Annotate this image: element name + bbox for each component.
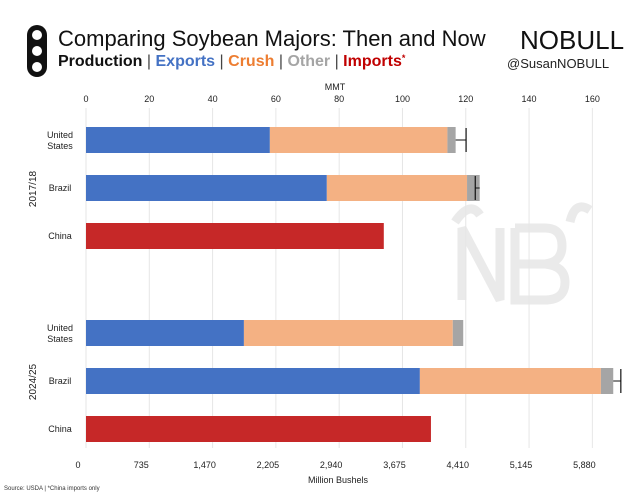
legend-separator: | (146, 53, 152, 70)
bottom-axis-title: Million Bushels (308, 475, 369, 485)
legend-separator: | (334, 53, 339, 70)
category-label: Brazil (49, 183, 72, 193)
other-bar (447, 127, 456, 153)
crush-bar (269, 127, 448, 153)
top-axis-tick-label: 60 (271, 94, 281, 104)
bottom-axis-tick-label: 5,145 (510, 460, 533, 470)
other-bar (467, 175, 480, 201)
top-axis-title: MMT (325, 82, 346, 92)
crush-bar (326, 175, 468, 201)
top-axis-tick-label: 80 (334, 94, 344, 104)
legend-exports: Exports (155, 53, 216, 70)
bottom-axis-tick-label: 5,880 (573, 460, 596, 470)
soybean-pod-icon (27, 25, 47, 77)
chart-title: Comparing Soybean Majors: Then and Now (58, 26, 486, 51)
other-bar (600, 368, 614, 394)
category-label: Brazil (49, 376, 72, 386)
top-axis-tick-label: 100 (395, 94, 410, 104)
group-label: 2017/18 (28, 170, 39, 207)
bottom-axis-tick-label: 735 (134, 460, 149, 470)
imports-bar (86, 416, 431, 442)
legend-crush: Crush (228, 53, 275, 70)
bottom-axis-tick-label: 3,675 (383, 460, 406, 470)
legend-separator: | (278, 53, 283, 70)
imports-footnote-marker: * (401, 53, 406, 63)
group-label: 2024/25 (28, 363, 39, 400)
source-note: Source: USDA | *China imports only (4, 486, 100, 492)
top-axis-tick-label: 120 (458, 94, 473, 104)
brand-logo: NOBULL (520, 25, 625, 55)
crush-bar (419, 368, 601, 394)
bottom-axis-tick-label: 4,410 (446, 460, 469, 470)
category-label: United (47, 323, 73, 333)
category-label: China (48, 231, 72, 241)
top-axis-tick-label: 0 (83, 94, 88, 104)
bottom-axis-tick-label: 2,940 (320, 460, 343, 470)
top-axis-tick-label: 140 (522, 94, 537, 104)
crush-bar (243, 320, 453, 346)
top-axis-tick-label: 20 (144, 94, 154, 104)
exports-bar (86, 127, 270, 153)
legend-separator: | (219, 53, 224, 70)
imports-bar (86, 223, 384, 249)
brand-handle: @SusanNOBULL (507, 56, 610, 71)
bottom-axis-tick-label: 2,205 (257, 460, 280, 470)
legend-imports: Imports (343, 53, 402, 70)
legend-other: Other (287, 53, 331, 70)
legend-production: Production (58, 53, 143, 70)
category-label: China (48, 424, 72, 434)
legend-subtitle: Production | Exports | Crush | Other | I… (58, 53, 405, 71)
category-label: States (47, 334, 73, 344)
exports-bar (86, 320, 244, 346)
bottom-axis-tick-label: 0 (75, 460, 80, 470)
nb-watermark (451, 202, 593, 305)
exports-bar (86, 175, 327, 201)
top-axis-tick-label: 40 (208, 94, 218, 104)
category-label: United (47, 130, 73, 140)
bottom-axis-tick-label: 1,470 (193, 460, 216, 470)
other-bar (452, 320, 464, 346)
exports-bar (86, 368, 420, 394)
top-axis-tick-label: 160 (585, 94, 600, 104)
category-label: States (47, 141, 73, 151)
